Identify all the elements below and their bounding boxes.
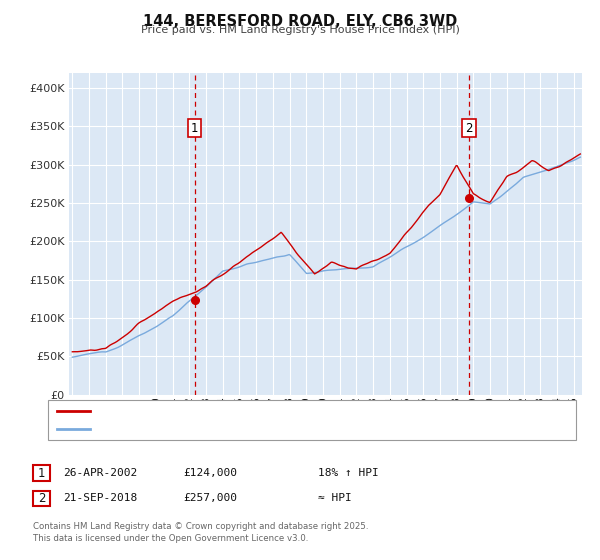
Text: 144, BERESFORD ROAD, ELY, CB6 3WD (semi-detached house): 144, BERESFORD ROAD, ELY, CB6 3WD (semi-… (95, 407, 421, 417)
Text: £257,000: £257,000 (183, 493, 237, 503)
Text: HPI: Average price, semi-detached house, East Cambridgeshire: HPI: Average price, semi-detached house,… (95, 423, 425, 433)
Text: 18% ↑ HPI: 18% ↑ HPI (318, 468, 379, 478)
Text: 26-APR-2002: 26-APR-2002 (63, 468, 137, 478)
Text: £124,000: £124,000 (183, 468, 237, 478)
Text: 144, BERESFORD ROAD, ELY, CB6 3WD: 144, BERESFORD ROAD, ELY, CB6 3WD (143, 14, 457, 29)
Text: 1: 1 (191, 122, 199, 134)
Text: Price paid vs. HM Land Registry's House Price Index (HPI): Price paid vs. HM Land Registry's House … (140, 25, 460, 35)
Text: ≈ HPI: ≈ HPI (318, 493, 352, 503)
Text: Contains HM Land Registry data © Crown copyright and database right 2025.
This d: Contains HM Land Registry data © Crown c… (33, 522, 368, 543)
Text: 2: 2 (38, 492, 45, 505)
Text: 21-SEP-2018: 21-SEP-2018 (63, 493, 137, 503)
Text: 2: 2 (465, 122, 473, 134)
Text: 1: 1 (38, 466, 45, 480)
